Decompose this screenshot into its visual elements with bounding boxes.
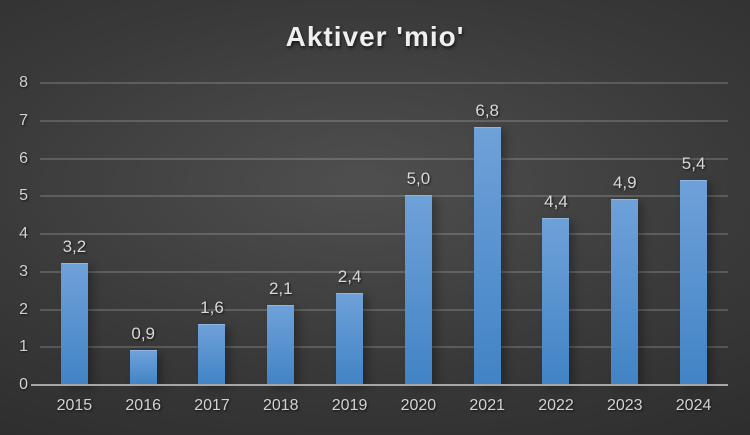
x-axis-line (31, 384, 728, 386)
bar-slot: 0,9 (109, 83, 178, 385)
gridline (40, 270, 728, 273)
chart-title: Aktiver 'mio' (285, 21, 465, 52)
gridline (40, 82, 728, 84)
y-tick-label: 6 (19, 149, 28, 167)
gridline (40, 157, 728, 160)
bar (404, 195, 432, 385)
bar (60, 263, 88, 385)
bar-value-label: 2,4 (337, 267, 362, 287)
plot-area: 3,2 0,9 1,6 2,1 2,4 5,0 6,8 4,4 4,9 5,4 (31, 82, 728, 386)
x-tick-label: 2018 (262, 397, 299, 414)
bar (680, 180, 708, 385)
x-tick-label: 2021 (469, 397, 505, 414)
gridline (40, 195, 728, 198)
bar-slot: 2,4 (315, 83, 384, 385)
y-tick-label: 3 (19, 262, 28, 280)
bar-slot: 6,8 (453, 83, 522, 385)
y-tick-label: 1 (19, 338, 28, 356)
gridline (40, 308, 728, 311)
y-tick-label: 2 (19, 300, 28, 318)
x-tick-label: 2019 (331, 397, 368, 414)
y-tick-label: 4 (19, 225, 28, 242)
bar (473, 127, 501, 385)
bar-value-label: 0,9 (131, 324, 156, 344)
x-tick-label: 2024 (675, 397, 712, 414)
bar-value-label: 5,0 (406, 169, 431, 189)
bar-slot: 1,6 (178, 83, 247, 385)
x-tick-label: 2022 (538, 397, 574, 414)
bar (129, 350, 157, 385)
bar (267, 304, 295, 385)
bar-slot: 3,2 (40, 83, 109, 385)
bar-value-label: 4,9 (612, 173, 637, 193)
x-tick-label: 2016 (125, 397, 161, 414)
y-tick-label: 5 (19, 187, 28, 205)
y-tick-label: 7 (19, 111, 28, 129)
y-tick-label: 0 (19, 376, 28, 393)
bar-slot: 5,0 (384, 83, 453, 385)
bar-slot: 5,4 (659, 83, 728, 385)
bar-value-label: 5,4 (681, 154, 706, 174)
gridline (40, 119, 728, 122)
x-tick-label: 2015 (56, 397, 93, 414)
y-axis: 0 1 2 3 4 5 6 7 8 (0, 74, 30, 393)
bar (336, 293, 364, 385)
bar-slot: 4,4 (522, 83, 591, 385)
bar-value-label: 3,2 (62, 237, 87, 257)
bar-value-label: 1,6 (200, 297, 224, 317)
x-axis: 2015 2016 2017 2018 2019 2020 2021 2022 2023 2024 (40, 394, 728, 424)
bar-value-label: 4,4 (544, 191, 568, 211)
x-tick-label: 2017 (194, 397, 230, 414)
bar (611, 199, 639, 385)
y-tick-label: 8 (19, 74, 28, 91)
bar (198, 323, 226, 385)
bar-slot: 4,9 (590, 83, 659, 385)
bar (542, 217, 570, 385)
bar-slot: 2,1 (246, 83, 315, 385)
x-tick-label: 2020 (400, 397, 437, 414)
gridline (40, 346, 728, 349)
bar-value-label: 2,1 (268, 278, 293, 298)
x-tick-label: 2023 (606, 397, 643, 414)
bar-value-label: 6,8 (475, 101, 500, 121)
gridline (40, 233, 728, 235)
